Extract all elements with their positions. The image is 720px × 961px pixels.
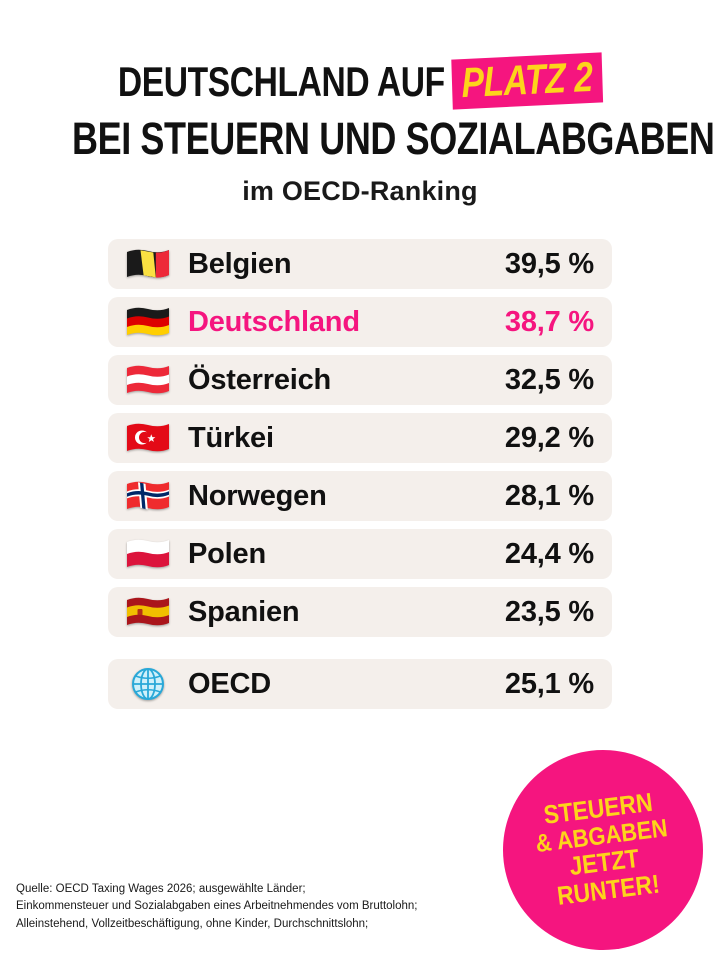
headline-line-2: BEI STEUERN UND SOZIALABGABEN xyxy=(72,113,715,164)
rank-badge: PLATZ 2 xyxy=(451,52,603,110)
flag-spain-icon xyxy=(124,595,172,629)
table-row: Belgien 39,5 % xyxy=(108,239,612,289)
flag-germany-icon xyxy=(124,305,172,339)
country-label: Österreich xyxy=(188,363,332,396)
country-label: Deutschland xyxy=(188,305,360,338)
value-label: 28,1 % xyxy=(504,479,594,512)
headline-line-1-text: DEUTSCHLAND AUF xyxy=(117,58,445,105)
source-line-3: Alleinstehend, Vollzeitbeschäftigung, oh… xyxy=(16,918,369,931)
flag-belgium-icon xyxy=(124,247,172,281)
flag-poland-icon xyxy=(124,537,172,571)
call-to-action-stamp: STEUERN & ABGABEN JETZT RUNTER! xyxy=(491,738,715,961)
page-subtitle: im OECD-Ranking xyxy=(242,176,478,206)
flag-turkey-icon xyxy=(124,421,172,455)
country-label: OECD xyxy=(188,667,271,700)
value-label: 38,7 % xyxy=(504,305,594,338)
country-label: Belgien xyxy=(188,247,292,280)
table-row: Polen 24,4 % xyxy=(108,529,612,579)
table-row: Deutschland 38,7 % xyxy=(108,297,612,347)
country-label: Polen xyxy=(188,537,266,570)
country-label: Spanien xyxy=(188,595,300,628)
value-label: 32,5 % xyxy=(504,363,594,396)
table-row: OECD 25,1 % xyxy=(108,659,612,709)
value-label: 39,5 % xyxy=(504,247,594,280)
value-label: 23,5 % xyxy=(504,595,594,628)
value-label: 29,2 % xyxy=(504,421,594,454)
table-row: Österreich 32,5 % xyxy=(108,355,612,405)
source-line-1: Quelle: OECD Taxing Wages 2026; ausgewäh… xyxy=(16,882,306,895)
flag-austria-icon xyxy=(124,363,172,397)
page-title: DEUTSCHLAND AUF PLATZ 2 BEI STEUERN UND S… xyxy=(0,52,720,164)
globe-icon xyxy=(124,667,172,701)
ranking-list: Belgien 39,5 % Deutschland 38,7 % Österr… xyxy=(108,239,612,717)
table-row: Spanien 23,5 % xyxy=(108,587,612,637)
value-label: 25,1 % xyxy=(504,667,594,700)
source-line-2: Einkommensteuer und Sozialabgaben eines … xyxy=(16,900,418,913)
table-row: Norwegen 28,1 % xyxy=(108,471,612,521)
country-label: Norwegen xyxy=(188,479,327,512)
table-row: Türkei 29,2 % xyxy=(108,413,612,463)
country-label: Türkei xyxy=(188,421,274,454)
value-label: 24,4 % xyxy=(504,537,594,570)
source-note: Quelle: OECD Taxing Wages 2026; ausgewäh… xyxy=(16,881,486,934)
headline-line-1: DEUTSCHLAND AUF PLATZ 2 xyxy=(72,52,648,110)
flag-norway-icon xyxy=(124,479,172,513)
